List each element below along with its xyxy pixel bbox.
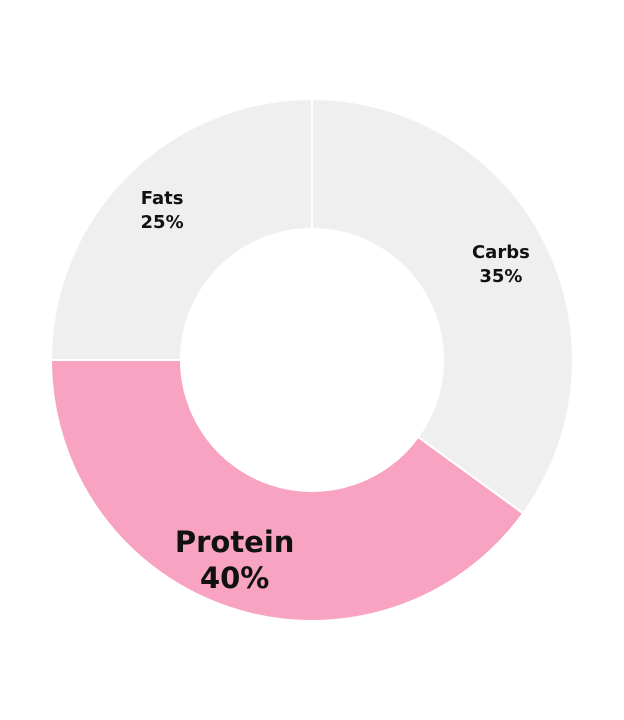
label-fats-name: Fats: [141, 188, 184, 209]
slice-carbs: [311, 97, 574, 515]
label-fats-value: 25%: [141, 212, 184, 233]
label-protein-name: Protein: [175, 525, 295, 559]
label-carbs-value: 35%: [479, 266, 522, 287]
slice-protein: [49, 359, 525, 622]
label-protein-value: 40%: [200, 561, 269, 595]
donut-slices: [49, 97, 574, 622]
slice-fats: [49, 97, 313, 361]
label-carbs-name: Carbs: [472, 242, 530, 263]
